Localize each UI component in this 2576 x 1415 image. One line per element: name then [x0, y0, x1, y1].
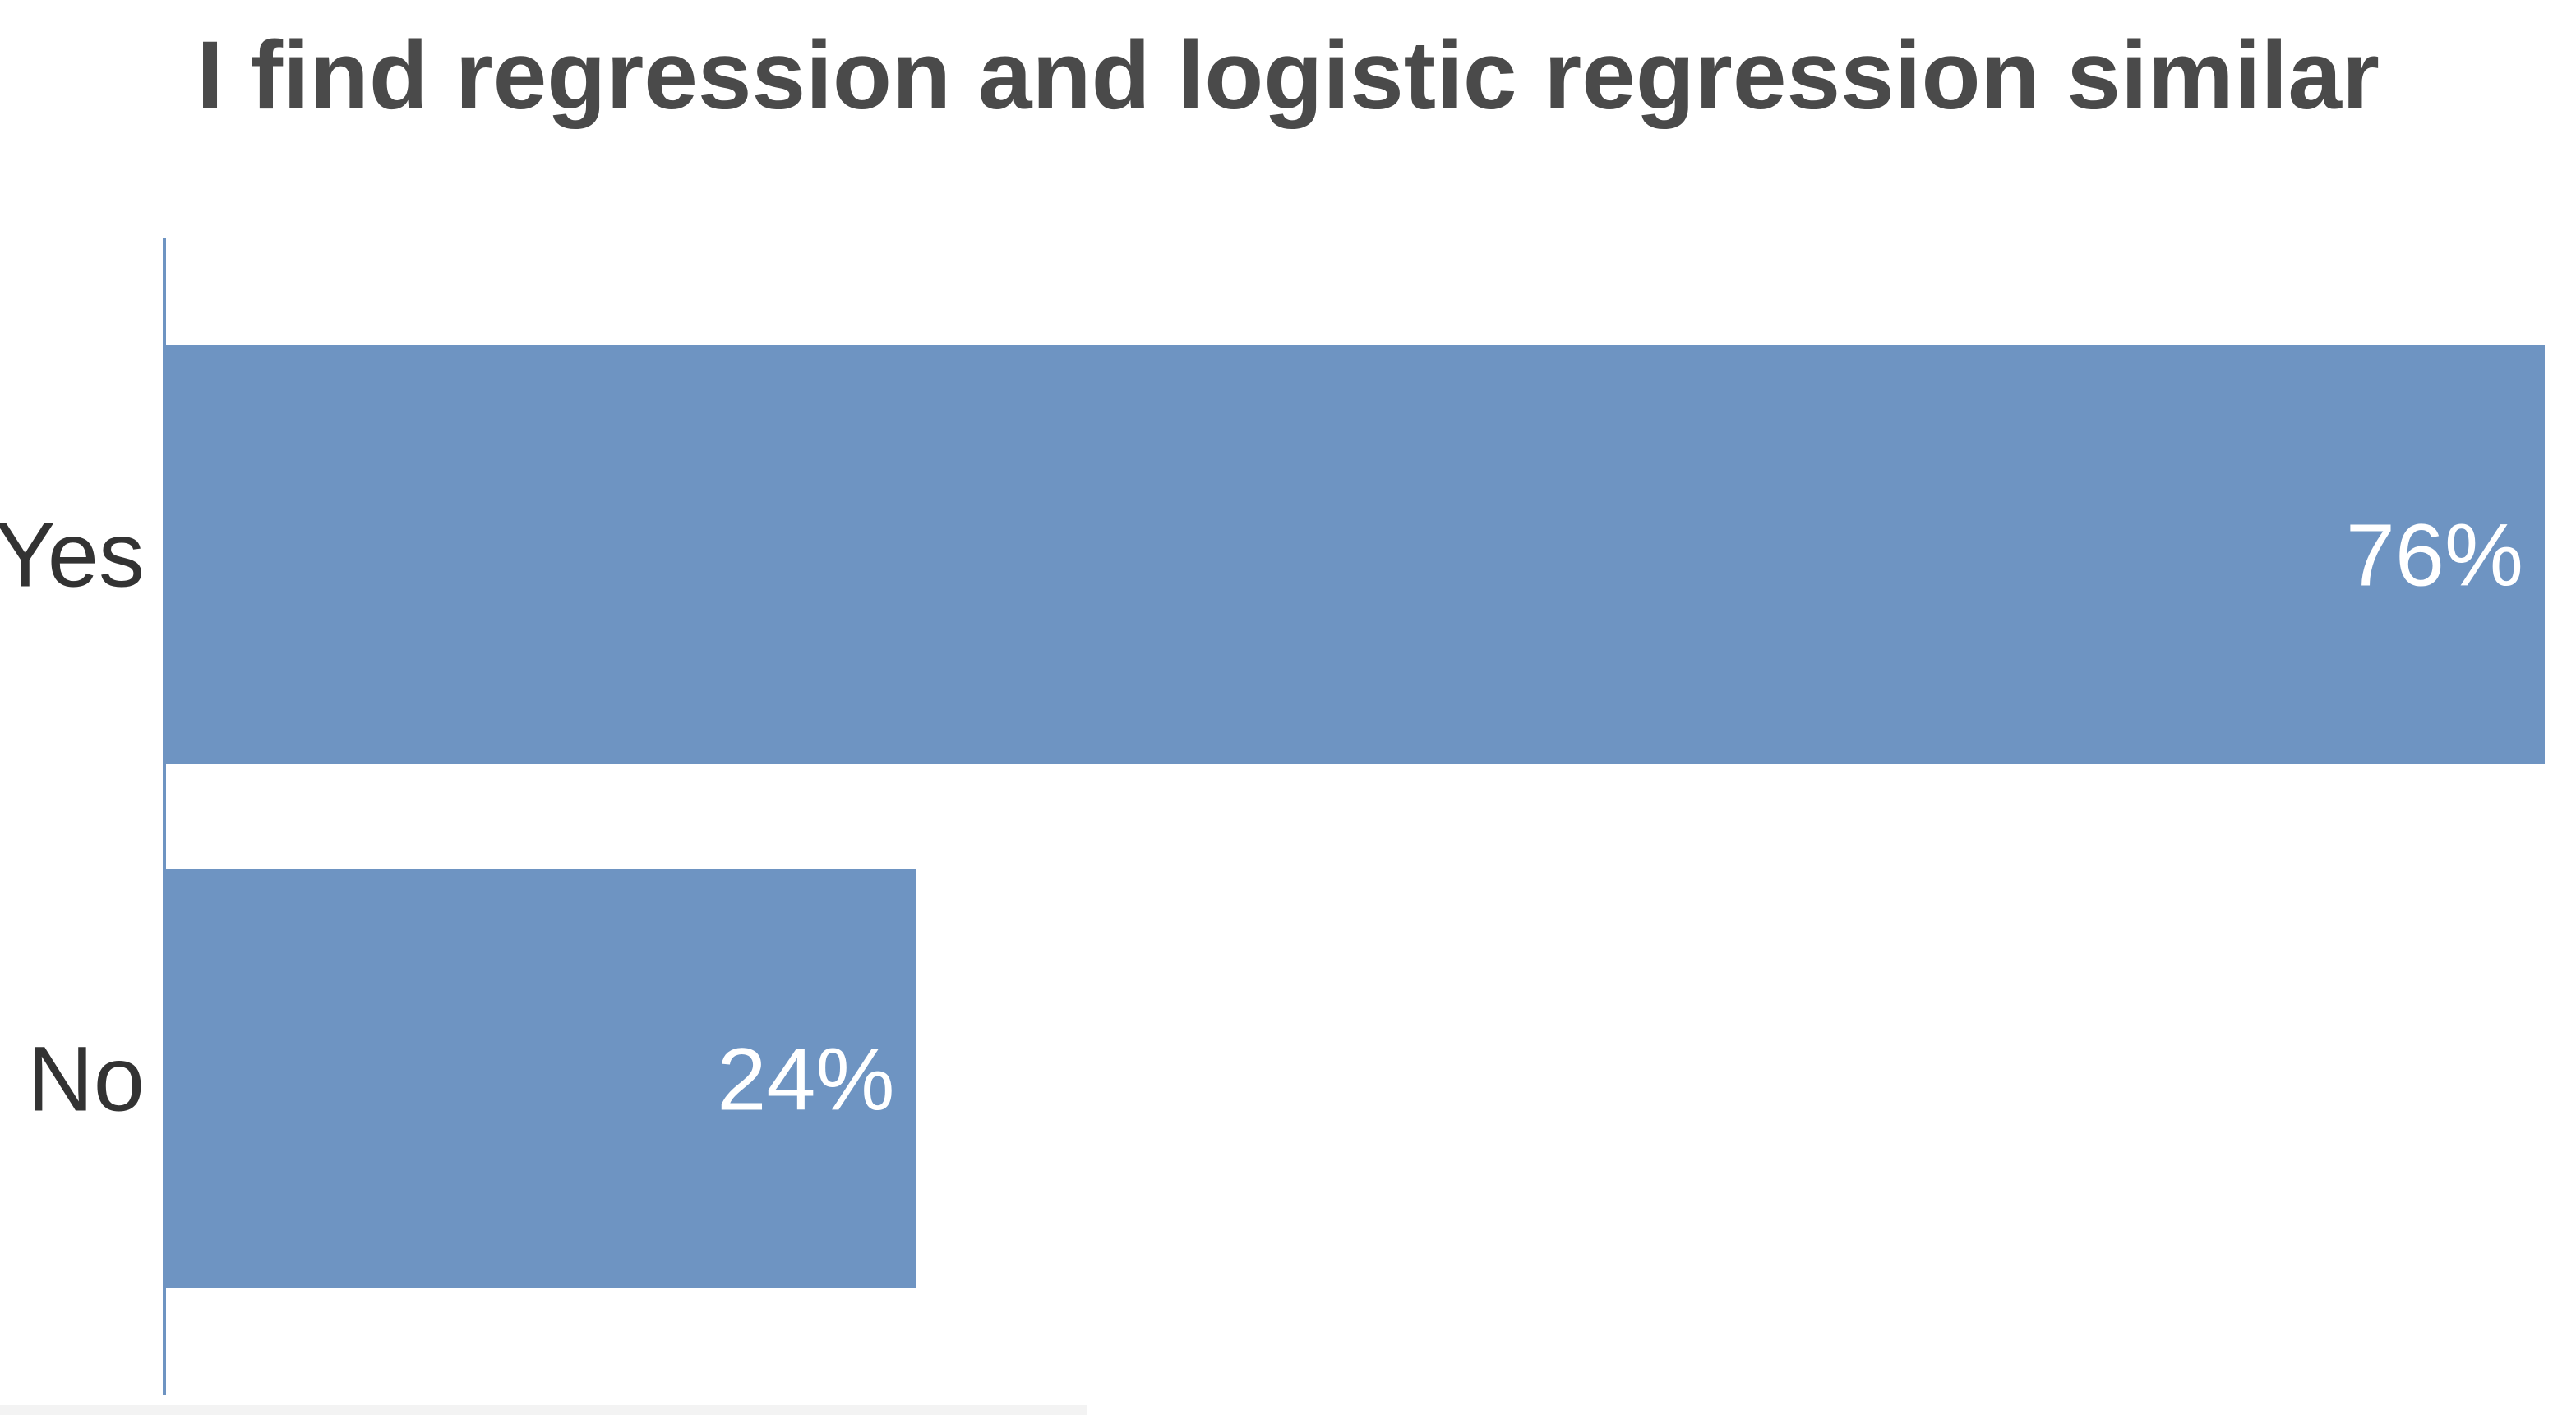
chart-title: I find regression and logistic regressio…: [196, 21, 2380, 130]
value-label-no: 24%: [717, 1030, 894, 1129]
bar-no: [164, 869, 916, 1288]
category-label-yes: Yes: [0, 504, 145, 606]
category-label-no: No: [27, 1028, 145, 1131]
value-label-yes: 76%: [2346, 505, 2523, 605]
bar-yes: [164, 345, 2545, 764]
bottom-divider: [0, 1405, 1087, 1415]
